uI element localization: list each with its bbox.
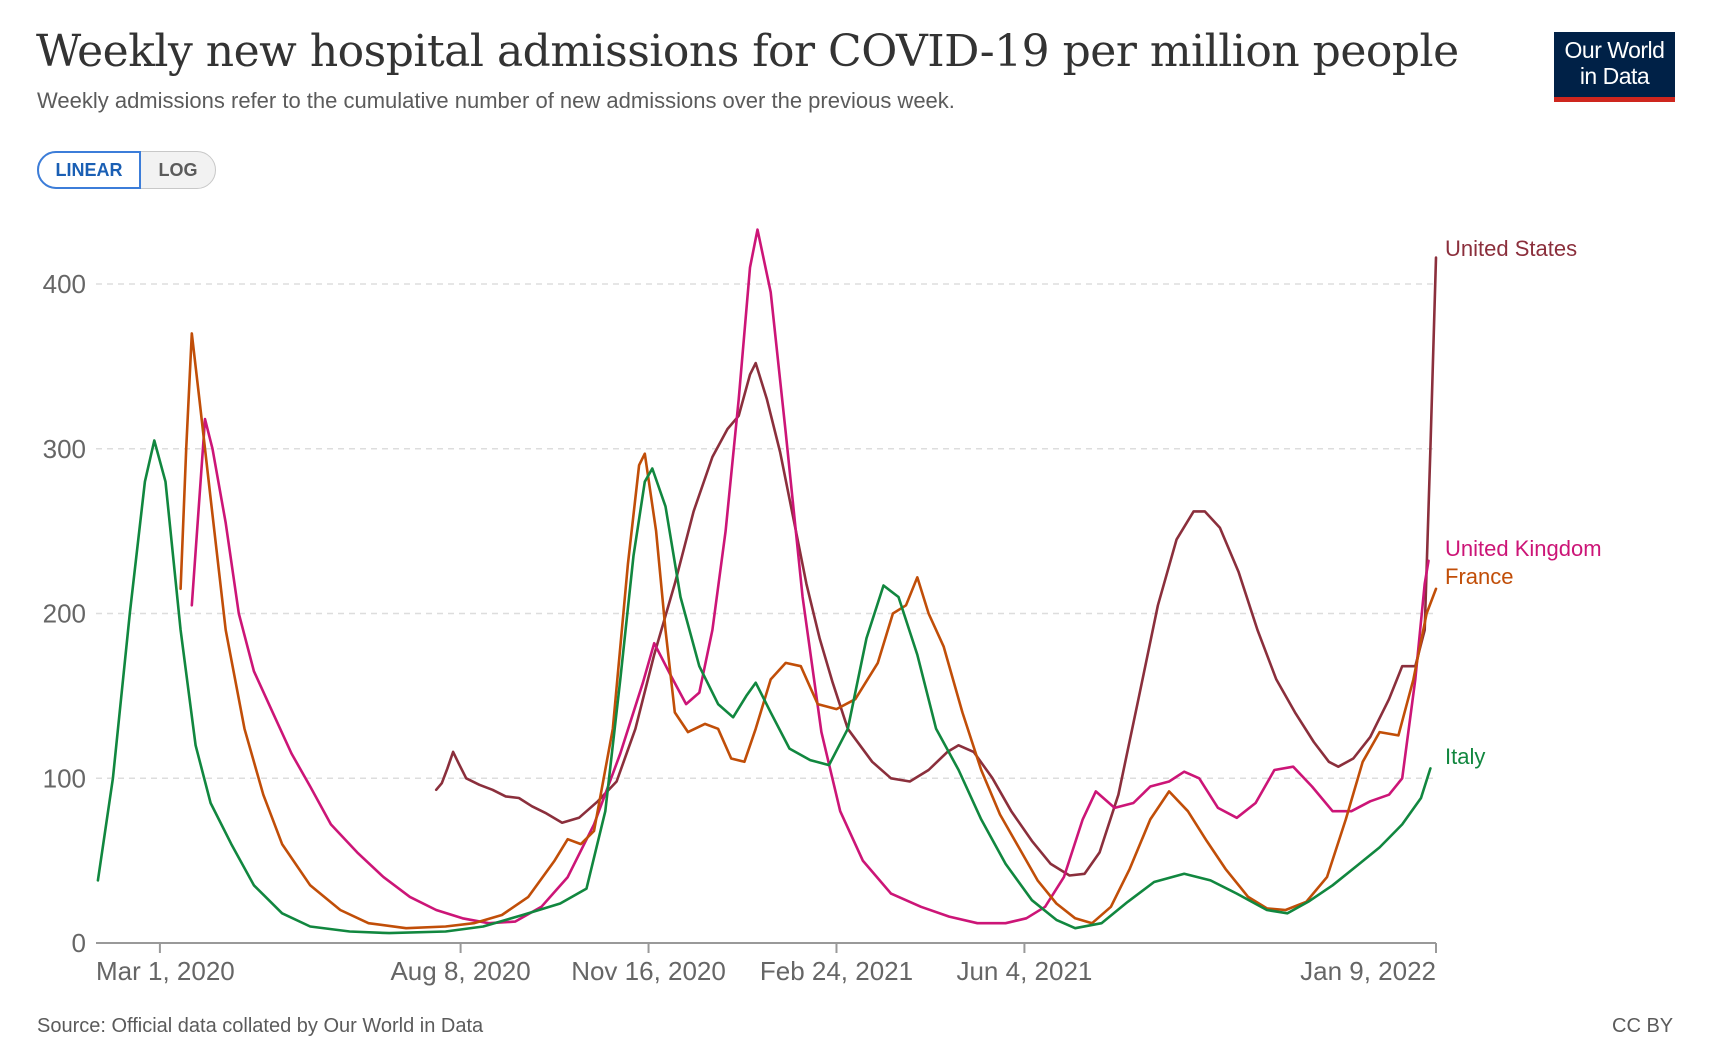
x-tick-label: Aug 8, 2020 bbox=[390, 956, 530, 986]
line-chart: 0 100 200 300 400 Mar 1, 2020 Aug 8, 2020 Nov 1… bbox=[43, 228, 1602, 986]
series-label: France bbox=[1445, 564, 1513, 589]
y-tick-label: 400 bbox=[43, 269, 86, 299]
y-tick-label: 300 bbox=[43, 434, 86, 464]
owid-logo[interactable]: Our World in Data bbox=[1554, 32, 1675, 102]
series-line-italy bbox=[96, 439, 1432, 935]
chart-title: Weekly new hospital admissions for COVID… bbox=[36, 26, 1459, 77]
source-note[interactable]: Source: Official data collated by Our Wo… bbox=[37, 1015, 484, 1037]
scale-toggle: LINEAR LOG bbox=[37, 151, 216, 189]
x-tick-label: Jun 4, 2021 bbox=[956, 956, 1092, 986]
logo-line-1: Our World bbox=[1564, 37, 1665, 63]
x-tick-label: Jan 9, 2022 bbox=[1300, 956, 1436, 986]
log-scale-button[interactable]: LOG bbox=[158, 159, 198, 180]
x-tick-label: Feb 24, 2021 bbox=[760, 956, 913, 986]
series-label: Italy bbox=[1445, 744, 1485, 769]
series-label: United States bbox=[1445, 236, 1577, 261]
series-line-united-states bbox=[434, 256, 1438, 877]
y-tick-label: 0 bbox=[72, 928, 86, 958]
x-tick-label: Nov 16, 2020 bbox=[571, 956, 726, 986]
y-tick-label: 100 bbox=[43, 763, 86, 793]
linear-scale-button[interactable]: LINEAR bbox=[37, 151, 141, 189]
x-tick-label: Mar 1, 2020 bbox=[96, 956, 235, 986]
series-line-france bbox=[179, 332, 1438, 930]
logo-line-2: in Data bbox=[1579, 63, 1650, 89]
series-label: United Kingdom bbox=[1445, 536, 1602, 561]
series-line-united-kingdom bbox=[190, 228, 1430, 925]
y-tick-label: 200 bbox=[43, 599, 86, 629]
license-note[interactable]: CC BY bbox=[1612, 1015, 1674, 1037]
chart-subtitle: Weekly admissions refer to the cumulativ… bbox=[37, 88, 955, 113]
